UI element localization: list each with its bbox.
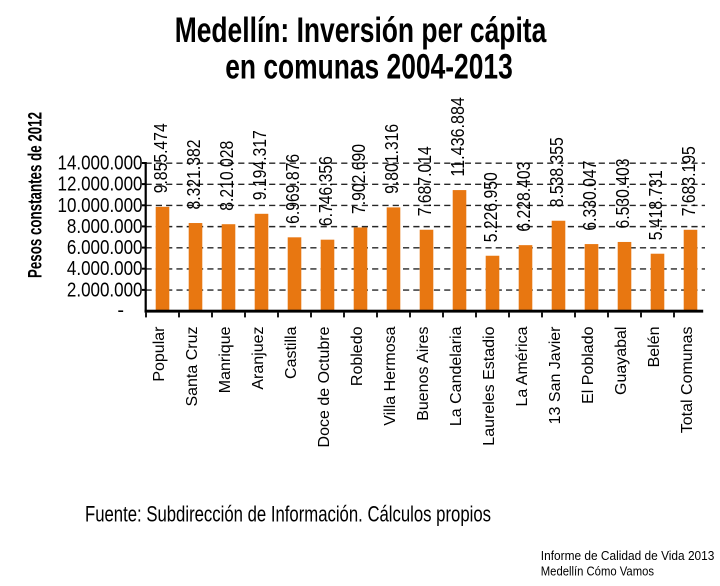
svg-text:La Candelaria: La Candelaria [448,326,465,426]
svg-text:8.321.382: 8.321.382 [184,140,204,210]
svg-text:Medellín: Inversión per cápita: Medellín: Inversión per cápita [175,11,547,50]
svg-text:6.746.356: 6.746.356 [316,156,336,226]
svg-text:Pesos constantes de 2012: Pesos constantes de 2012 [26,112,47,278]
svg-text:6.969.876: 6.969.876 [283,154,303,224]
svg-text:Manrique: Manrique [217,326,234,393]
svg-text:11.436.884: 11.436.884 [448,97,468,177]
svg-text:Robledo: Robledo [349,326,366,386]
svg-text:Total Comunas: Total Comunas [679,327,696,434]
svg-text:7.902.690: 7.902.690 [349,144,369,214]
svg-text:6.530.403: 6.530.403 [613,158,633,228]
svg-text:Fuente: Subdirección de Inform: Fuente: Subdirección de Información. Cál… [85,502,491,527]
svg-text:9.801.316: 9.801.316 [382,124,402,194]
svg-text:Doce de Octubre: Doce de Octubre [316,326,333,447]
svg-text:en comunas 2004-2013: en comunas 2004-2013 [225,48,513,87]
svg-text:Laureles Estadio: Laureles Estadio [481,326,498,445]
svg-text:Villa Hermosa: Villa Hermosa [382,326,399,425]
svg-text:-: - [117,299,124,321]
svg-text:8.000.000: 8.000.000 [67,216,143,238]
svg-text:Medellín Cómo Vamos: Medellín Cómo Vamos [541,564,655,579]
svg-text:12.000.000: 12.000.000 [58,174,143,196]
svg-text:6.330.047: 6.330.047 [580,161,600,231]
svg-text:5.226.950: 5.226.950 [481,172,501,242]
svg-text:14.000.000: 14.000.000 [58,153,143,175]
svg-text:9.855.474: 9.855.474 [151,123,171,193]
svg-text:7.687.014: 7.687.014 [415,146,435,216]
svg-text:6.228.403: 6.228.403 [514,162,534,232]
svg-text:6.000.000: 6.000.000 [67,237,143,259]
svg-text:Belén: Belén [646,327,663,368]
svg-text:La América: La América [514,326,531,406]
svg-text:2.000.000: 2.000.000 [67,279,143,301]
svg-text:Guayabal: Guayabal [613,327,630,396]
svg-text:Buenos Aires: Buenos Aires [415,327,432,421]
svg-text:4.000.000: 4.000.000 [67,258,143,280]
svg-text:Santa Cruz: Santa Cruz [184,327,201,407]
svg-text:8.210.028: 8.210.028 [217,141,237,211]
svg-text:Aranjuez: Aranjuez [250,327,267,390]
svg-text:Informe de Calidad de Vida 201: Informe de Calidad de Vida 2013 [541,548,715,563]
svg-text:8.538.355: 8.538.355 [547,137,567,207]
svg-text:Popular: Popular [151,326,168,382]
svg-text:13 San Javier: 13 San Javier [547,326,564,425]
svg-text:9.194.317: 9.194.317 [250,130,270,200]
svg-text:Castilla: Castilla [283,326,300,379]
svg-text:El Poblado: El Poblado [580,326,597,403]
svg-text:10.000.000: 10.000.000 [58,195,143,217]
svg-text:5.418.731: 5.418.731 [646,170,666,240]
svg-text:7.683.195: 7.683.195 [679,146,699,216]
